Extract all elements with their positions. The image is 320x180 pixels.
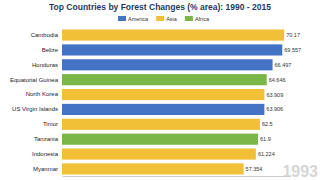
category-axis: Cambodia Belize Honduras Equatorial Guinea N… — [10, 32, 62, 172]
data-labels: 69.557 66.497 63.906 70.17 63.909 62.5 61.224 5… — [246, 32, 301, 172]
legend-label: Africa — [195, 16, 210, 22]
data-label: 61.9 — [260, 136, 271, 142]
legend-item: Asia — [156, 16, 178, 22]
data-label: 61.224 — [258, 151, 275, 157]
value-axis — [63, 176, 291, 177]
legend-label: Asia — [166, 16, 178, 22]
data-label: 69.557 — [284, 47, 301, 53]
category-label: Honduras — [32, 62, 58, 68]
bar — [62, 119, 260, 130]
category-tick: Cambodia — [31, 32, 62, 38]
category-tick: Belize — [42, 47, 62, 53]
category-tick: Tanzania — [34, 136, 62, 142]
bar — [62, 163, 244, 174]
legend-label: America — [128, 16, 149, 22]
category-tick: Equatorial Guinea — [10, 77, 62, 83]
data-label: 63.906 — [266, 106, 283, 112]
legend-swatch — [185, 16, 193, 21]
category-tick: Indonesia — [32, 151, 62, 157]
data-label: 63.909 — [266, 92, 283, 98]
category-label: North Korea — [26, 91, 59, 97]
category-tick: Timor — [43, 121, 62, 127]
bar — [62, 59, 273, 70]
bar — [62, 44, 282, 55]
legend-item: America — [118, 16, 149, 22]
legend-swatch — [156, 16, 164, 21]
legend-swatch — [118, 16, 126, 21]
category-label: Myanmar — [33, 166, 58, 172]
bars — [62, 29, 284, 174]
bar — [62, 148, 256, 159]
category-label: Equatorial Guinea — [10, 77, 59, 83]
data-label: 62.5 — [262, 121, 273, 127]
bar — [62, 104, 264, 115]
legend-item: Africa — [185, 16, 210, 22]
data-label: 66.497 — [275, 62, 292, 68]
bar — [62, 134, 258, 145]
category-tick: Honduras — [32, 62, 62, 68]
bar — [62, 74, 267, 85]
value-axis-line — [63, 176, 291, 177]
data-label: 57.354 — [246, 166, 263, 172]
category-label: Indonesia — [32, 151, 59, 157]
category-label: Tanzania — [34, 136, 59, 142]
chart: 1993 Top Countries by Forest Changes (% a… — [0, 0, 320, 180]
category-label: Belize — [42, 47, 59, 53]
title: Top Countries by Forest Changes (% area)… — [49, 2, 271, 12]
category-label: US Virgin Islands — [12, 106, 58, 112]
category-tick: Myanmar — [33, 166, 62, 172]
legend: America Asia Africa — [118, 16, 210, 22]
category-label: Timor — [43, 121, 58, 127]
year-watermark: 1993 — [282, 163, 318, 180]
category-tick: North Korea — [26, 91, 62, 97]
bar — [62, 29, 284, 40]
data-label: 64.646 — [269, 77, 286, 83]
bar — [62, 89, 264, 100]
data-label: 70.17 — [286, 32, 300, 38]
category-label: Cambodia — [31, 32, 59, 38]
category-tick: US Virgin Islands — [12, 106, 62, 112]
